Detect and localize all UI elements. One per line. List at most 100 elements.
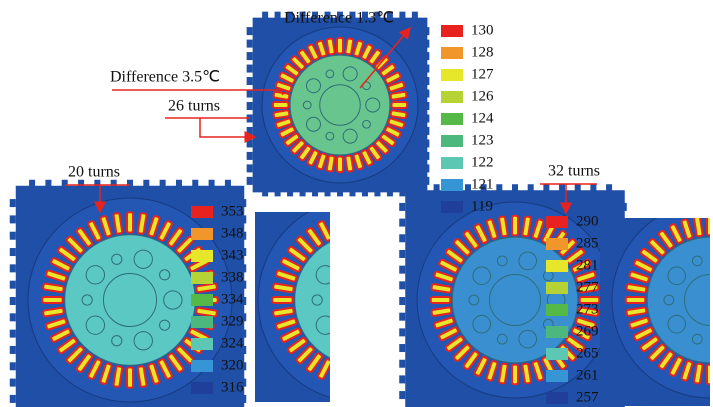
- frame-tooth: [399, 250, 405, 258]
- slot: [330, 363, 342, 384]
- frame-tooth: [10, 330, 16, 338]
- slot: [343, 366, 352, 387]
- frame-tooth: [412, 12, 418, 20]
- legend-label: 281: [576, 257, 599, 273]
- slot: [357, 367, 363, 387]
- frame-tooth: [275, 12, 281, 20]
- frame-tooth: [62, 180, 68, 188]
- frame-tooth: [423, 164, 429, 172]
- hole: [342, 254, 352, 264]
- frame-tooth: [29, 180, 35, 188]
- legend-swatch: [546, 326, 568, 338]
- frame-tooth: [434, 184, 440, 192]
- legend-label: 269: [576, 323, 599, 339]
- frame-tooth: [418, 184, 424, 192]
- legend-label: 338: [221, 269, 244, 285]
- legend-swatch: [441, 69, 463, 81]
- legend-swatch: [191, 228, 213, 240]
- slot: [707, 365, 713, 385]
- frame-tooth: [143, 180, 149, 188]
- frame-tooth: [423, 127, 429, 135]
- frame-tooth: [423, 177, 429, 185]
- frame-tooth: [312, 188, 318, 196]
- legend-swatch: [441, 135, 463, 147]
- frame-tooth: [660, 184, 666, 192]
- frame-tooth: [325, 188, 331, 196]
- frame-tooth: [10, 264, 16, 272]
- frame-tooth: [629, 184, 635, 192]
- frame-tooth: [676, 184, 682, 192]
- legend-label: 273: [576, 301, 599, 317]
- legend-swatch: [191, 206, 213, 218]
- frame-tooth: [262, 188, 268, 196]
- frame-tooth: [559, 184, 565, 192]
- frame-tooth: [399, 360, 405, 368]
- frame-tooth: [543, 184, 549, 192]
- frame-tooth: [247, 139, 253, 147]
- slot: [127, 367, 133, 387]
- frame-tooth: [423, 52, 429, 60]
- frame-tooth: [606, 184, 612, 192]
- legend-swatch: [191, 382, 213, 394]
- legend-swatch: [546, 238, 568, 250]
- slot: [431, 297, 451, 303]
- frame-tooth: [247, 27, 253, 35]
- legend-label: 277: [576, 279, 599, 295]
- frame-tooth: [399, 203, 405, 211]
- slot: [378, 216, 390, 237]
- slot: [512, 216, 518, 236]
- frame-tooth: [287, 188, 293, 196]
- legend-label: 316: [221, 379, 244, 395]
- figure: Difference 1.3℃ Difference 3.5℃ 26 turns…: [0, 0, 713, 407]
- legend-label: 324: [221, 335, 244, 351]
- legend-swatch: [546, 260, 568, 272]
- legend-swatch: [546, 304, 568, 316]
- frame-tooth: [528, 184, 534, 192]
- annotation: 20 turns: [68, 164, 120, 181]
- frame-tooth: [496, 184, 502, 192]
- legend-label: 130: [471, 22, 494, 38]
- legend-swatch: [441, 201, 463, 213]
- frame-tooth: [275, 188, 281, 196]
- legend-swatch: [441, 179, 463, 191]
- frame-tooth: [337, 188, 343, 196]
- frame-tooth: [247, 127, 253, 135]
- frame-tooth: [247, 102, 253, 110]
- annotation: Difference 3.5℃: [110, 69, 220, 86]
- slot: [368, 366, 377, 387]
- frame-tooth: [192, 180, 198, 188]
- frame-tooth: [423, 102, 429, 110]
- frame-tooth: [399, 344, 405, 352]
- legend-swatch: [191, 272, 213, 284]
- legend-label: 261: [576, 367, 599, 383]
- slot: [707, 216, 713, 236]
- legend-label: 124: [471, 110, 494, 126]
- frame-tooth: [111, 180, 117, 188]
- legend-label: 353: [221, 203, 244, 219]
- frame-tooth: [10, 281, 16, 289]
- frame-tooth: [644, 184, 650, 192]
- slot: [127, 212, 133, 232]
- frame-tooth: [399, 219, 405, 227]
- legend-label: 343: [221, 247, 244, 263]
- frame-tooth: [247, 177, 253, 185]
- frame-tooth: [707, 184, 713, 192]
- frame-tooth: [247, 152, 253, 160]
- slot: [330, 216, 342, 237]
- slot: [272, 297, 292, 303]
- frame-tooth: [10, 379, 16, 387]
- frame-tooth: [209, 180, 215, 188]
- frame-tooth: [399, 281, 405, 289]
- slot: [390, 92, 406, 100]
- frame-tooth: [399, 266, 405, 274]
- annotation: 26 turns: [168, 98, 220, 115]
- slot: [357, 212, 363, 232]
- slot: [337, 156, 343, 172]
- legend-swatch: [546, 392, 568, 404]
- slot: [378, 363, 390, 384]
- legend-swatch: [441, 91, 463, 103]
- frame-tooth: [10, 248, 16, 256]
- frame-tooth: [423, 152, 429, 160]
- slot: [512, 365, 518, 385]
- slot: [345, 38, 353, 54]
